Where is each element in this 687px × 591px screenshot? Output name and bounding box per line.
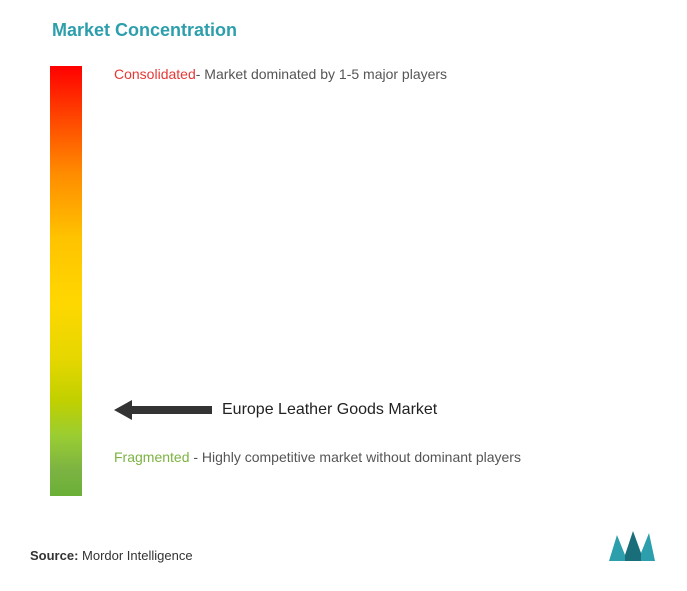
fragmented-label: Fragmented - Highly competitive market w… [114, 446, 521, 468]
fragmented-desc: - Highly competitive market without domi… [189, 449, 520, 465]
source-attribution: Source: Mordor Intelligence [30, 548, 193, 563]
concentration-gradient-bar [50, 66, 82, 496]
market-position-marker: Europe Leather Goods Market [114, 398, 437, 422]
footer: Source: Mordor Intelligence [30, 527, 657, 563]
source-label: Source: [30, 548, 78, 563]
consolidated-desc: - Market dominated by 1-5 major players [196, 66, 447, 82]
market-name-label: Europe Leather Goods Market [222, 401, 437, 419]
chart-title: Market Concentration [52, 20, 657, 41]
chart-area: Consolidated- Market dominated by 1-5 ma… [30, 66, 657, 516]
consolidated-label: Consolidated- Market dominated by 1-5 ma… [114, 66, 447, 82]
consolidated-key: Consolidated [114, 66, 196, 82]
mordor-logo-icon [607, 527, 657, 563]
source-value: Mordor Intelligence [78, 548, 192, 563]
fragmented-key: Fragmented [114, 449, 189, 465]
arrow-left-icon [114, 398, 214, 422]
